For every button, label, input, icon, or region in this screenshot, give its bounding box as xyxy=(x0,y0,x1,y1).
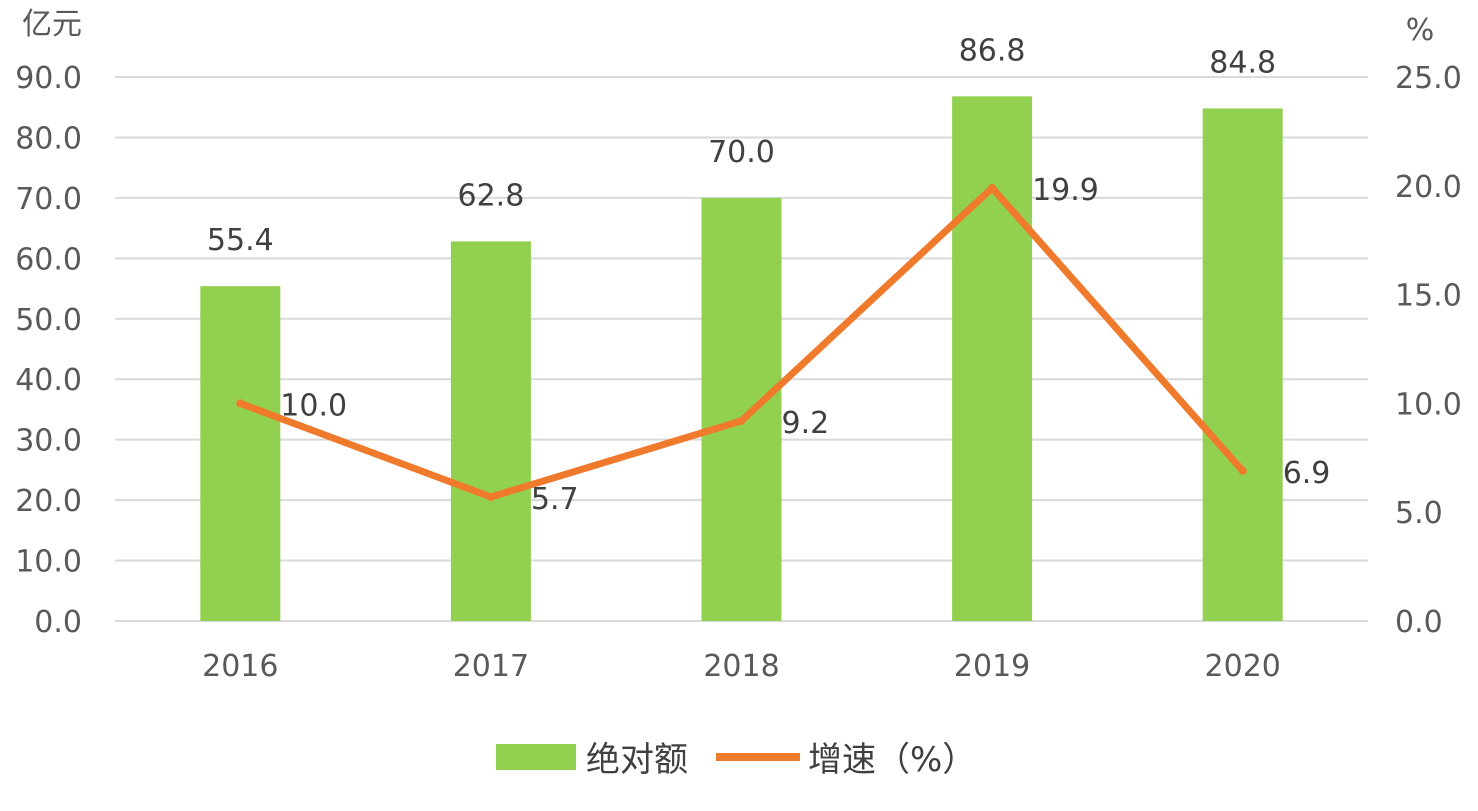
bar-label-2020: 84.8 xyxy=(1209,45,1276,80)
x-tick-2019: 2019 xyxy=(954,649,1030,684)
legend-label-bar: 绝对额 xyxy=(586,740,688,780)
line-label-2017: 5.7 xyxy=(531,482,579,517)
left-axis-tick: 80.0 xyxy=(15,121,82,156)
left-axis-tick: 50.0 xyxy=(15,303,82,338)
left-axis-ticks: 0.0 10.0 20.0 30.0 40.0 50.0 60.0 70.0 80.0 90.0 xyxy=(15,61,82,640)
line-data-labels: 10.0 5.7 9.2 19.9 6.9 xyxy=(280,173,1330,517)
line-series xyxy=(236,183,1247,501)
bar-series xyxy=(200,96,1283,622)
right-axis-tick: 5.0 xyxy=(1395,496,1443,531)
legend-swatch-bar xyxy=(496,744,576,770)
bar-2017 xyxy=(450,241,531,622)
left-axis-tick: 90.0 xyxy=(15,61,82,96)
line-label-2018: 9.2 xyxy=(782,406,830,441)
left-axis-tick: 60.0 xyxy=(15,242,82,277)
right-axis-tick: 25.0 xyxy=(1395,61,1462,96)
bar-label-2016: 55.4 xyxy=(207,223,274,258)
line-point-2020 xyxy=(1238,466,1247,475)
x-tick-2016: 2016 xyxy=(202,649,278,684)
x-tick-2017: 2017 xyxy=(453,649,529,684)
line-point-2017 xyxy=(486,492,495,501)
bar-label-2019: 86.8 xyxy=(959,33,1026,68)
right-axis-tick: 10.0 xyxy=(1395,387,1462,422)
legend: 绝对额 增速（%） xyxy=(496,740,976,780)
left-axis-tick: 0.0 xyxy=(34,605,82,640)
line-point-2018 xyxy=(737,416,746,425)
right-axis-tick: 20.0 xyxy=(1395,170,1462,205)
left-axis-unit: 亿元 xyxy=(22,7,82,42)
line-point-2019 xyxy=(988,183,997,192)
bar-2016 xyxy=(200,286,281,621)
line-point-2016 xyxy=(236,399,245,408)
left-axis-tick: 70.0 xyxy=(15,182,82,217)
legend-label-line: 增速（%） xyxy=(808,740,976,780)
line-label-2020: 6.9 xyxy=(1283,456,1331,491)
x-tick-2020: 2020 xyxy=(1205,649,1281,684)
left-axis-tick: 10.0 xyxy=(15,545,82,580)
left-axis-tick: 30.0 xyxy=(15,424,82,459)
x-axis-ticks: 2016 2017 2018 2019 2020 xyxy=(202,649,1281,684)
right-axis-tick: 15.0 xyxy=(1395,279,1462,314)
bar-2020 xyxy=(1202,108,1283,622)
right-axis-tick: 0.0 xyxy=(1395,605,1443,640)
bar-2018 xyxy=(701,197,782,621)
right-axis-unit: % xyxy=(1406,13,1435,48)
line-label-2016: 10.0 xyxy=(280,388,347,423)
left-axis-tick: 40.0 xyxy=(15,363,82,398)
bar-data-labels: 55.4 62.8 70.0 86.8 84.8 xyxy=(207,33,1276,258)
bar-label-2017: 62.8 xyxy=(458,178,525,213)
bar-2019 xyxy=(952,96,1033,621)
bar-label-2018: 70.0 xyxy=(708,135,775,170)
x-tick-2018: 2018 xyxy=(703,649,779,684)
left-axis-tick: 20.0 xyxy=(15,484,82,519)
right-axis-ticks: 0.0 5.0 10.0 15.0 20.0 25.0 xyxy=(1395,61,1462,640)
line-label-2019: 19.9 xyxy=(1032,173,1099,208)
